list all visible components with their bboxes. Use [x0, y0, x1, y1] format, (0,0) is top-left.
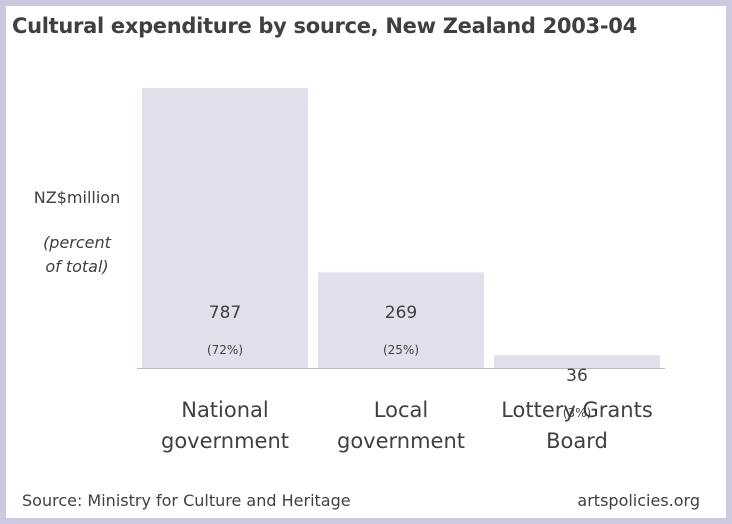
y-axis-subtitle-line1: (percent [43, 233, 111, 252]
chart-title: Cultural expenditure by source, New Zeal… [12, 14, 637, 38]
brand-text: artspolicies.org [577, 491, 700, 510]
y-axis-unit: NZ$million [33, 188, 121, 207]
bar-percent-label-2: (25%) [383, 343, 419, 357]
bar-value-label-1: 787 [209, 303, 241, 323]
source-note: Source: Ministry for Culture and Heritag… [22, 491, 351, 510]
bar-2 [318, 272, 484, 368]
bar-value-label-3: 36 [566, 366, 588, 386]
category-label-1-line-2: government [161, 429, 289, 453]
bar-3 [494, 355, 660, 368]
y-axis-subtitle: (percent of total) [22, 231, 132, 279]
category-label-2-line-1: Local [374, 398, 428, 422]
bar-percent-label-3: (3%) [563, 406, 591, 420]
category-label-2-line-2: government [337, 429, 465, 453]
category-label-3-line-2: Board [546, 429, 608, 453]
category-label-1-line-1: National [181, 398, 269, 422]
bar-1 [142, 88, 308, 368]
labels-group: 787 (72%) National government 269 (25%) Local g… [161, 303, 653, 453]
bar-value-label-2: 269 [385, 303, 417, 323]
y-axis-label: NZ$million (percent of total) [22, 188, 132, 279]
category-label-3-line-1: Lottery Grants [501, 398, 653, 422]
bar-percent-label-1: (72%) [207, 343, 243, 357]
bars-group [142, 88, 660, 368]
y-axis-subtitle-line2: of total) [45, 257, 109, 276]
